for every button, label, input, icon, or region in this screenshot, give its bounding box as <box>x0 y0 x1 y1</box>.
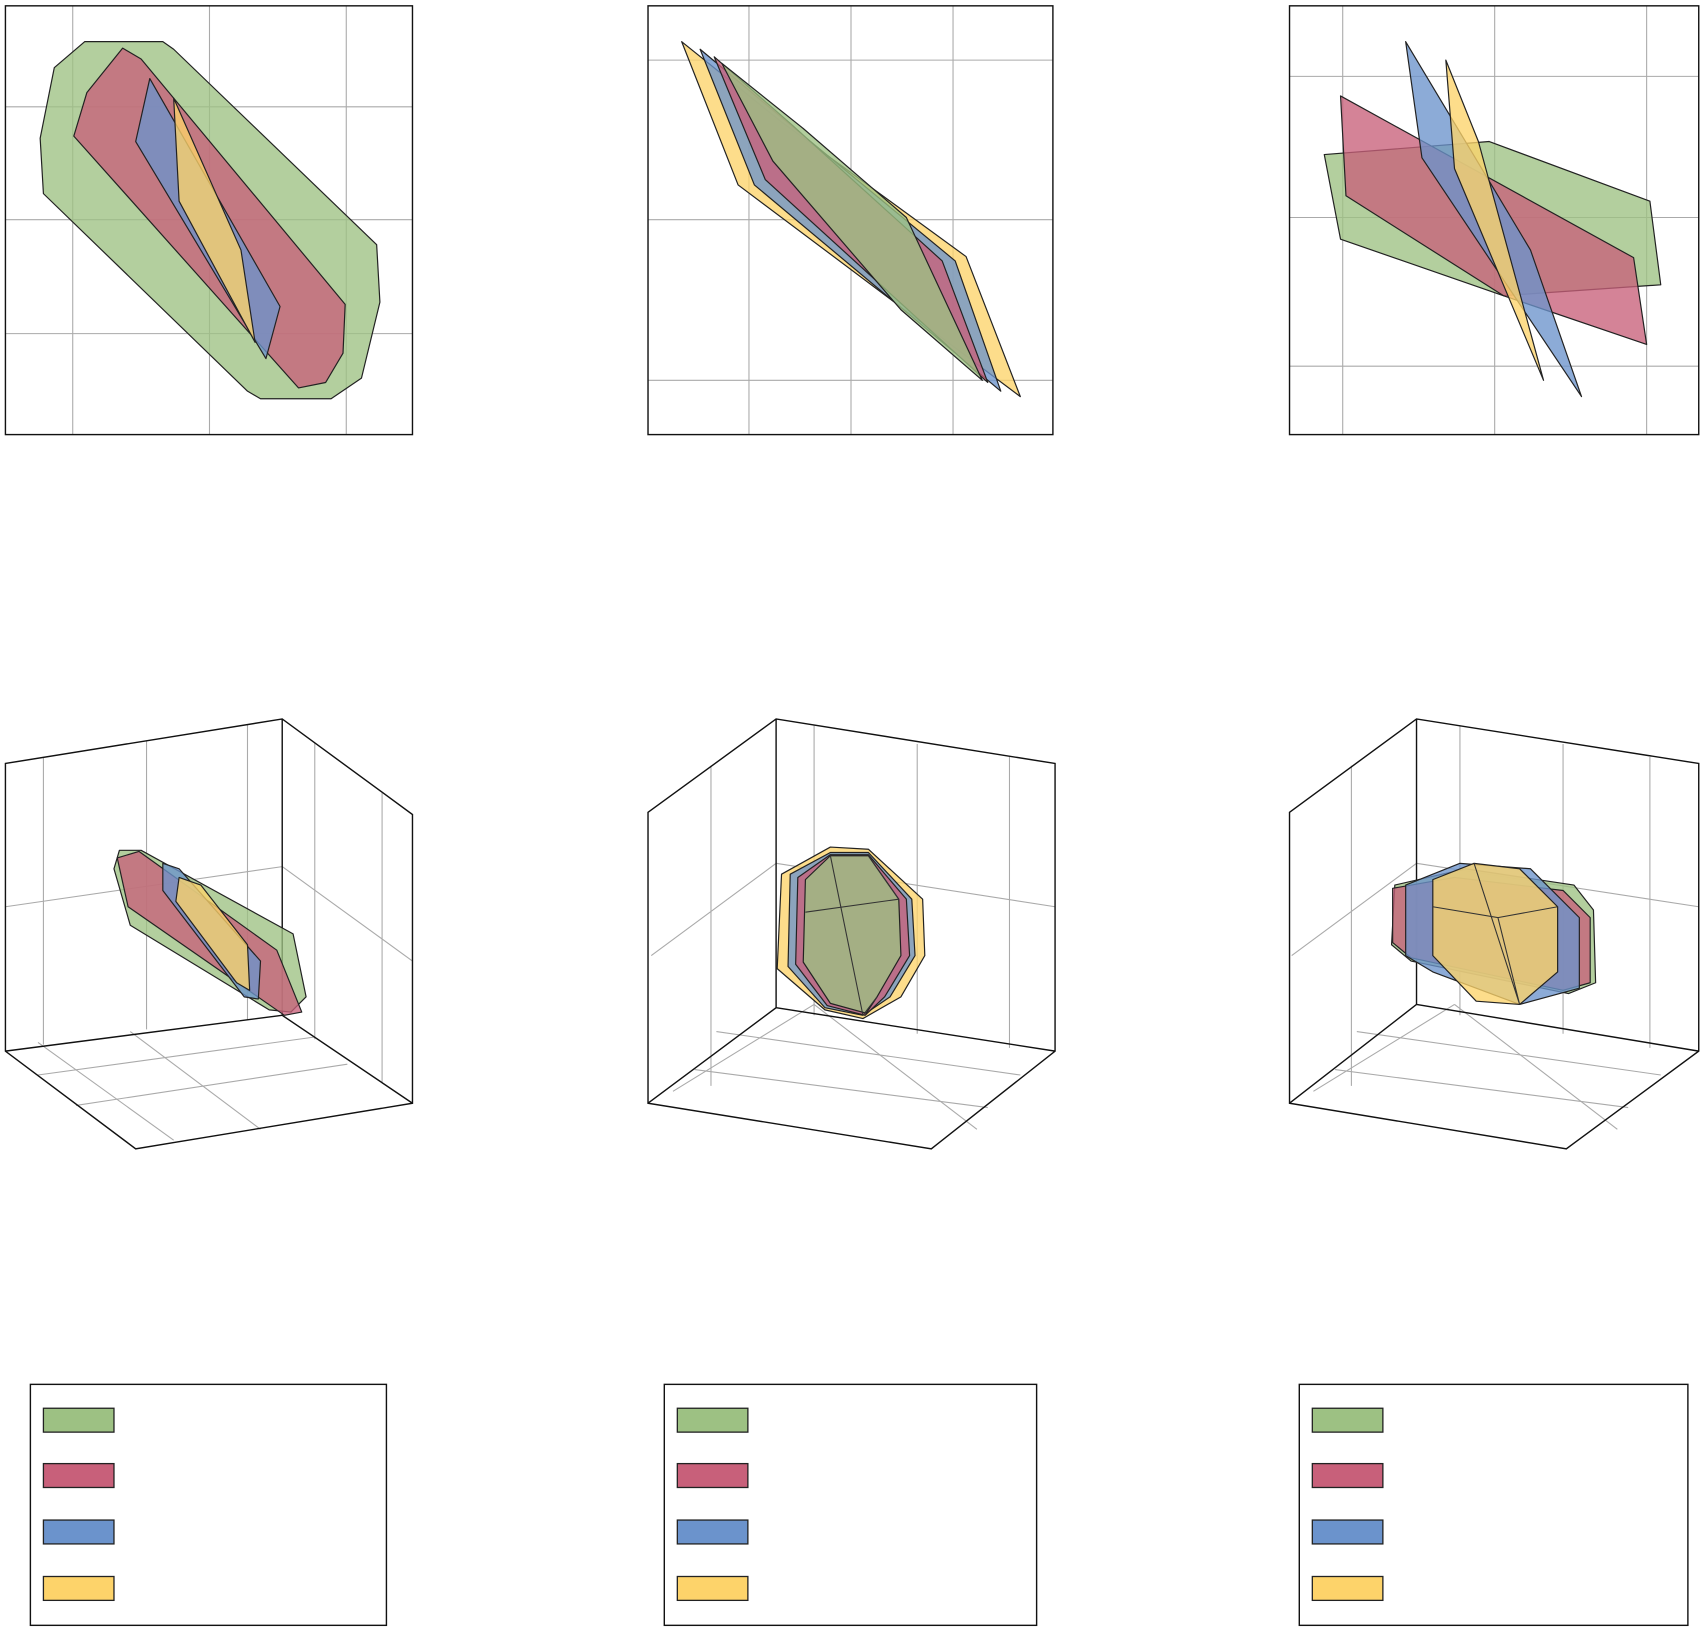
grid-line <box>1313 1003 1455 1092</box>
facet-edge <box>1432 863 1558 1005</box>
grid-line <box>1356 1031 1661 1076</box>
legend-swatch <box>1311 1407 1384 1433</box>
region <box>1445 59 1545 381</box>
legend-swatch <box>676 1407 749 1433</box>
legend-swatch <box>42 1519 115 1545</box>
grid-line <box>813 1004 978 1130</box>
grid-line <box>672 1003 815 1092</box>
grid-line <box>37 1042 174 1141</box>
legend-swatch <box>676 1575 749 1602</box>
cube-frame <box>647 718 1056 1150</box>
facet-edge <box>805 855 900 1016</box>
legend-swatch <box>676 1462 749 1489</box>
panel-frame <box>647 5 1054 436</box>
grid-line <box>716 1031 1021 1076</box>
grid-line <box>75 1063 348 1106</box>
legend-swatch <box>42 1462 115 1489</box>
legend-swatch <box>1311 1519 1384 1545</box>
grid-line <box>650 862 777 957</box>
grid-line <box>694 1069 988 1109</box>
panel-frame <box>1288 5 1700 436</box>
grid-line <box>1454 1004 1618 1130</box>
grid-line <box>37 1036 315 1076</box>
grid-line <box>281 866 413 962</box>
region <box>721 62 983 381</box>
region <box>175 876 251 991</box>
legend-swatch <box>1311 1462 1384 1489</box>
legend-swatch <box>42 1575 115 1602</box>
grid-line <box>1291 862 1417 957</box>
region <box>173 97 256 343</box>
legend-swatch <box>42 1407 115 1433</box>
legend-swatch <box>1311 1575 1384 1602</box>
legend-swatch <box>676 1519 749 1545</box>
region <box>1432 862 1559 1006</box>
panel-frame <box>4 5 414 436</box>
grid-line <box>1335 1069 1629 1109</box>
cube-frame <box>1288 718 1700 1150</box>
grid-line <box>129 1031 261 1130</box>
cube-frame <box>4 718 414 1150</box>
region <box>802 855 902 1014</box>
